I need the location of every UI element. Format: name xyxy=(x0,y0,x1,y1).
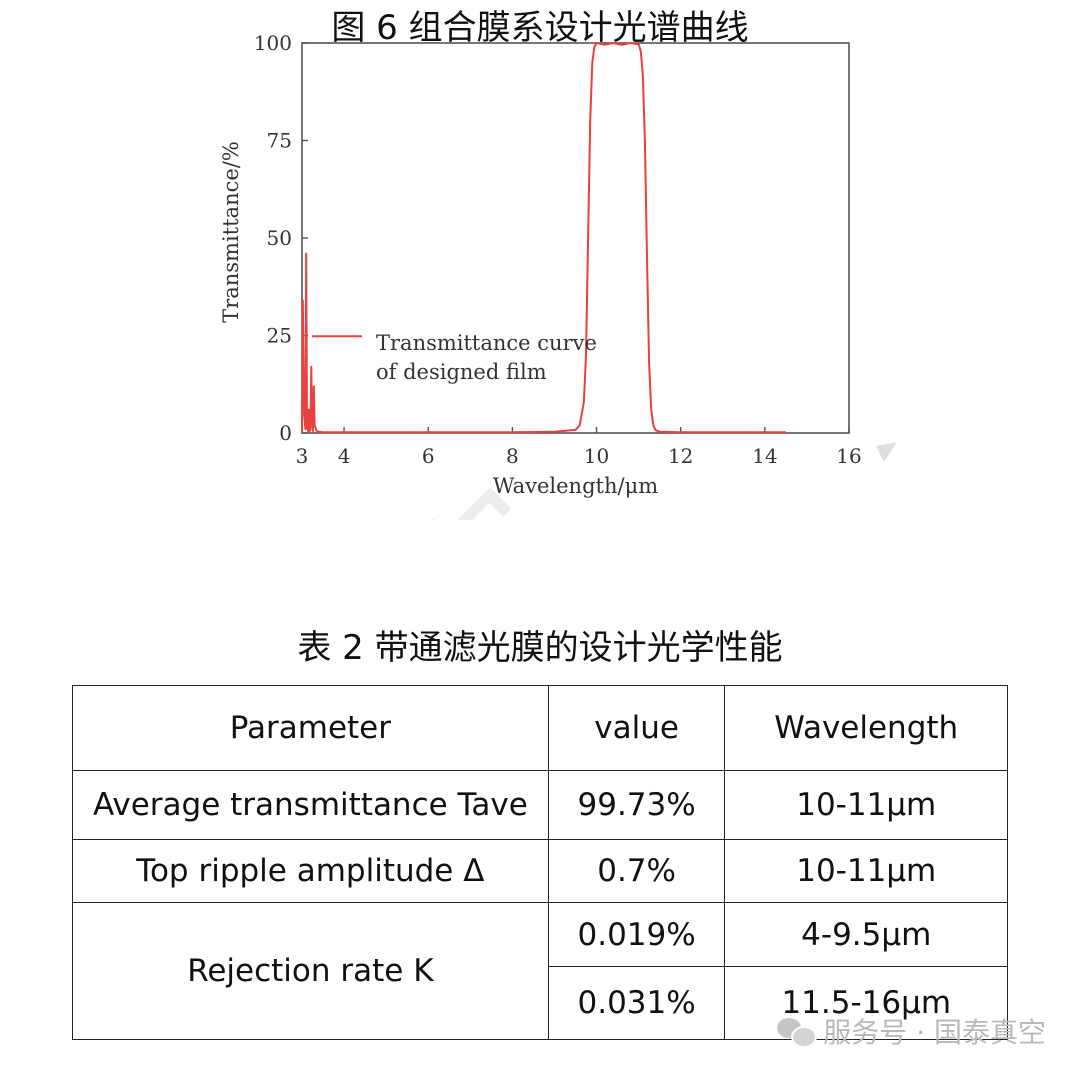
y-tick-label: 25 xyxy=(267,324,292,348)
legend-label: of designed film xyxy=(376,360,547,384)
cell-wavelength: 10-11μm xyxy=(724,839,1008,903)
header-parameter: Parameter xyxy=(72,685,549,771)
cell-wavelength: 10-11μm xyxy=(724,770,1008,840)
table-header-row: Parameter value Wavelength xyxy=(72,685,1008,771)
cell-value: 0.019% xyxy=(547,902,726,967)
table-title: 表 2 带通滤光膜的设计光学性能 xyxy=(297,628,783,668)
x-tick-label: 14 xyxy=(752,444,777,468)
x-axis-label: Wavelength/μm xyxy=(493,474,658,498)
y-tick-label: 75 xyxy=(267,129,292,153)
x-tick-label: 10 xyxy=(584,444,609,468)
figure-caption: 图 6 组合膜系设计光谱曲线 xyxy=(331,8,749,48)
x-tick-label: 3 xyxy=(296,444,309,468)
optical-performance-table: Parameter value Wavelength Average trans… xyxy=(72,685,1008,1040)
account-watermark-text: 服务号 · 国泰真空 xyxy=(823,1016,1046,1049)
cell-parameter: Average transmittance Tave xyxy=(72,770,549,840)
legend-label: Transmittance curve xyxy=(376,331,597,355)
cell-wavelength: 11.5-16μm xyxy=(724,966,1008,1040)
table-row: Top ripple amplitude Δ 0.7% 10-11μm xyxy=(72,839,1008,903)
x-tick-label: 12 xyxy=(668,444,693,468)
wechat-icon xyxy=(777,1016,818,1048)
transmittance-chart: 国泰真空 0255075100346810121416Wavelength/μm… xyxy=(52,31,897,520)
x-tick-label: 6 xyxy=(422,444,435,468)
cell-parameter: Top ripple amplitude Δ xyxy=(72,839,549,903)
x-tick-label: 8 xyxy=(506,444,519,468)
cell-parameter: Rejection rate K xyxy=(72,902,549,1040)
series-line xyxy=(301,42,786,434)
cell-wavelength: 4-9.5μm xyxy=(724,902,1008,967)
y-tick-label: 100 xyxy=(254,31,292,55)
y-tick-label: 0 xyxy=(279,421,292,445)
table-row: Average transmittance Tave 99.73% 10-11μ… xyxy=(72,770,1008,840)
cell-value: 0.7% xyxy=(547,839,726,903)
x-tick-label: 4 xyxy=(338,444,351,468)
header-value: value xyxy=(547,685,726,771)
corner-mark xyxy=(876,442,897,462)
x-tick-label: 16 xyxy=(836,444,861,468)
cell-value: 0.031% xyxy=(547,966,726,1040)
header-wavelength: Wavelength xyxy=(724,685,1008,771)
account-watermark: 服务号 · 国泰真空 xyxy=(777,1011,1046,1051)
table-row: 0.031% 11.5-16μm xyxy=(73,966,1008,1040)
table-row: Rejection rate K 0.019% 4-9.5μm xyxy=(72,902,1008,1040)
y-tick-label: 50 xyxy=(267,226,292,250)
cell-value: 99.73% xyxy=(547,770,726,840)
y-axis-label: Transmittance/% xyxy=(219,141,243,323)
